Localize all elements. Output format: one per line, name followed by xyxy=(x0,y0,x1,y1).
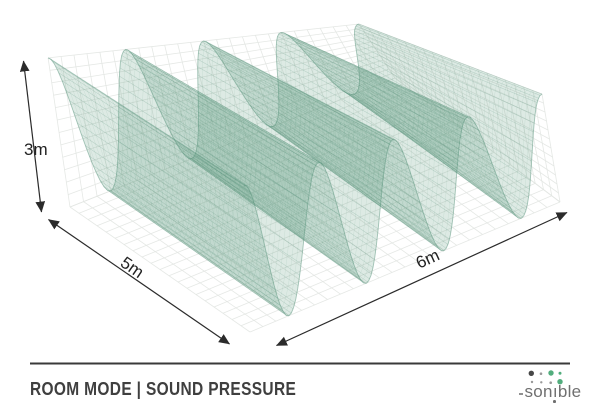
logo-dot xyxy=(530,380,534,384)
dimension-annotations xyxy=(19,60,568,347)
logo-dot xyxy=(540,381,543,384)
wordmark-text: son xyxy=(524,382,553,401)
generated-scene xyxy=(47,23,561,333)
sonible-logo: sonıble xyxy=(519,366,594,406)
logo-dot xyxy=(558,371,562,375)
depth-dimension-label: 6m xyxy=(413,245,442,272)
logo-dot xyxy=(528,370,534,376)
height-dimension-label: 3m xyxy=(24,140,48,159)
wave-surface-mesh xyxy=(47,23,543,317)
logo-dot xyxy=(539,372,543,375)
logo-dot xyxy=(548,370,554,376)
wordmark-i: ı xyxy=(552,382,558,403)
logo-dot xyxy=(549,381,552,384)
width-dimension-arrow xyxy=(48,219,230,345)
logo-underscore-mark xyxy=(519,393,523,395)
depth-dimension-arrow xyxy=(275,211,568,347)
wordmark-text: ble xyxy=(557,382,582,401)
caption: ROOM MODE | SOUND PRESSURE xyxy=(30,379,297,399)
height-dimension-arrow xyxy=(19,60,46,213)
sonible-wordmark: sonıble xyxy=(519,382,582,403)
logo-dot xyxy=(557,379,563,385)
sonible-logo-dots xyxy=(528,370,563,385)
wave-surface xyxy=(48,24,542,316)
